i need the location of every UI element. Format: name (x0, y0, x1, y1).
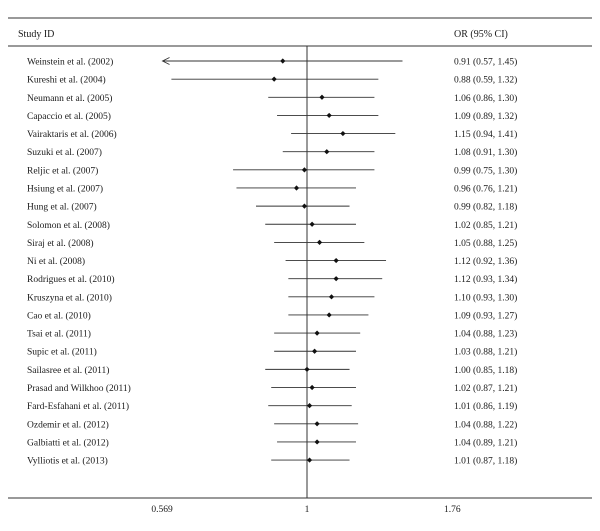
point-estimate (333, 257, 339, 264)
point-estimate (311, 348, 318, 354)
point-estimate (340, 130, 346, 137)
point-estimate (309, 384, 315, 391)
study-label: Cao et al. (2010) (27, 310, 91, 321)
study-label: Kruszyna et al. (2010) (27, 292, 112, 303)
x-axis-ticks: 0.569 1 1.76 (151, 505, 460, 515)
x-tick-label: 1 (305, 505, 310, 515)
study-label: Rodrigues et al. (2010) (27, 274, 115, 285)
study-label: Hsiung et al. (2007) (27, 183, 103, 194)
study-label: Reljic et al. (2007) (27, 165, 98, 176)
or-ci-value: 0.96 (0.76, 1.21) (454, 183, 517, 194)
point-estimate (326, 112, 332, 119)
point-estimate (326, 312, 332, 318)
or-ci-value: 1.04 (0.88, 1.23) (454, 329, 517, 340)
or-ci-value: 1.02 (0.87, 1.21) (454, 383, 517, 394)
study-label: Vylliotis et al. (2013) (27, 456, 108, 467)
study-label: Prasad and Wilkhoo (2011) (27, 383, 131, 394)
point-estimate (309, 221, 315, 227)
point-estimate (328, 294, 335, 300)
or-ci-value: 1.04 (0.89, 1.21) (454, 437, 517, 448)
study-label: Solomon et al. (2008) (27, 220, 110, 231)
study-label: Sailasree et al. (2011) (27, 365, 109, 376)
point-estimate (314, 439, 320, 445)
or-ci-value: 1.04 (0.88, 1.22) (454, 419, 517, 430)
point-estimate (306, 403, 313, 409)
or-ci-value: 1.03 (0.88, 1.21) (454, 347, 517, 358)
or-ci-value: 1.09 (0.93, 1.27) (454, 310, 517, 321)
point-estimate (306, 457, 313, 463)
or-ci-header: OR (95% CI) (454, 29, 508, 40)
point-estimate (304, 366, 310, 372)
or-ci-value: 1.05 (0.88, 1.25) (454, 238, 517, 249)
or-ci-value: 1.12 (0.92, 1.36) (454, 256, 517, 267)
point-estimate (293, 185, 300, 191)
point-estimate (319, 94, 325, 100)
or-ci-value: 1.10 (0.93, 1.30) (454, 292, 517, 303)
or-ci-value: 1.08 (0.91, 1.30) (454, 147, 517, 158)
point-estimate (314, 330, 320, 336)
study-label: Tsai et al. (2011) (27, 329, 91, 340)
study-label: Siraj et al. (2008) (27, 238, 93, 249)
or-ci-value: 0.99 (0.75, 1.30) (454, 165, 517, 176)
or-ci-value: 0.88 (0.59, 1.32) (454, 75, 517, 86)
x-tick-label: 1.76 (444, 505, 461, 515)
study-label: Capaccio et al. (2005) (27, 111, 111, 122)
point-estimate (280, 58, 286, 64)
or-ci-value: 1.12 (0.93, 1.34) (454, 274, 517, 285)
or-ci-value: 1.15 (0.94, 1.41) (454, 129, 517, 140)
study-label: Weinstein et al. (2002) (27, 57, 113, 68)
point-estimate (324, 149, 330, 155)
or-ci-value: 0.91 (0.57, 1.45) (454, 57, 517, 68)
point-estimate (314, 421, 320, 427)
or-ci-value: 1.02 (0.85, 1.21) (454, 220, 517, 231)
study-label: Ozdemir et al. (2012) (27, 419, 109, 430)
point-estimate (301, 203, 308, 209)
study-label: Hung et al. (2007) (27, 202, 97, 213)
study-label: Suzuki et al. (2007) (27, 147, 102, 158)
study-id-header: Study ID (18, 29, 54, 40)
or-ci-value: 1.01 (0.86, 1.19) (454, 401, 517, 412)
point-estimate (333, 276, 339, 282)
or-ci-value: 1.01 (0.87, 1.18) (454, 456, 517, 467)
point-estimate (301, 167, 308, 173)
study-label: Kureshi et al. (2004) (27, 75, 106, 86)
study-label: Vairaktaris et al. (2006) (27, 129, 117, 140)
or-ci-value: 1.09 (0.89, 1.32) (454, 111, 517, 122)
ci-arrow (161, 57, 170, 65)
or-ci-value: 1.06 (0.86, 1.30) (454, 93, 517, 104)
point-estimate (271, 76, 277, 82)
or-ci-value: 0.99 (0.82, 1.18) (454, 202, 517, 213)
study-label: Fard-Esfahani et al. (2011) (27, 401, 129, 412)
study-label: Neumann et al. (2005) (27, 93, 112, 104)
x-tick-label: 0.569 (151, 505, 173, 515)
study-label: Galbiatti et al. (2012) (27, 437, 109, 448)
study-label: Supic et al. (2011) (27, 347, 97, 358)
or-ci-value: 1.00 (0.85, 1.18) (454, 365, 517, 376)
point-estimate (316, 239, 323, 245)
study-rows: Weinstein et al. (2002) 0.91 (0.57, 1.45)… (27, 57, 517, 467)
study-label: Ni et al. (2008) (27, 256, 85, 267)
